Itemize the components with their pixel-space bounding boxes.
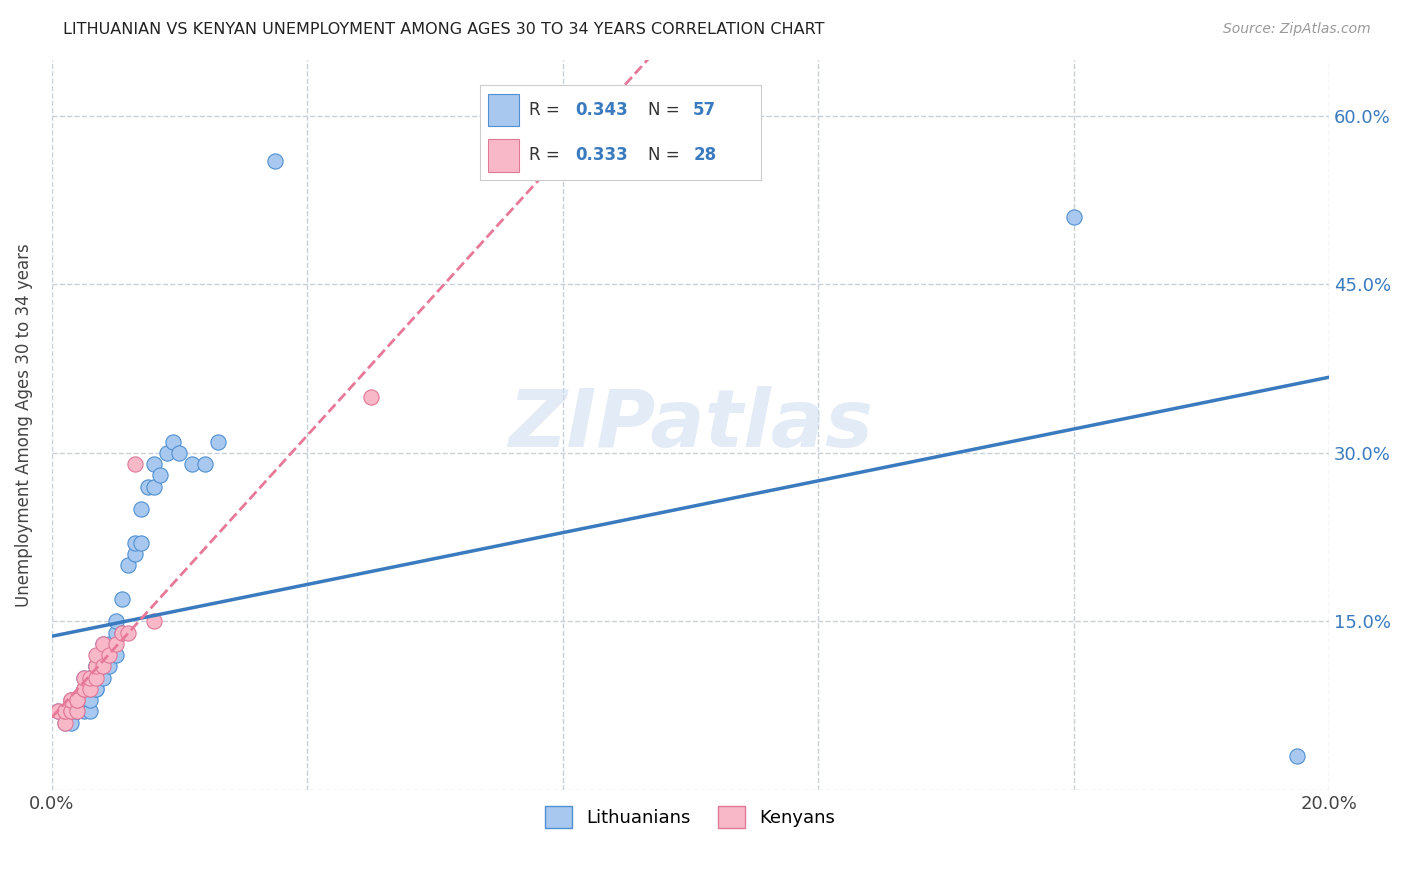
Point	[59, 693, 82, 707]
Point	[104, 637, 127, 651]
Point	[73, 681, 96, 696]
Point	[53, 704, 76, 718]
Point	[53, 715, 76, 730]
Point	[66, 693, 89, 707]
Point	[181, 457, 204, 471]
Point	[111, 591, 134, 606]
Text: ZIPatlas: ZIPatlas	[508, 385, 873, 464]
Point	[53, 704, 76, 718]
Point	[53, 704, 76, 718]
Point	[86, 681, 108, 696]
Point	[194, 457, 217, 471]
Point	[79, 671, 101, 685]
Point	[111, 625, 134, 640]
Point	[59, 693, 82, 707]
Text: LITHUANIAN VS KENYAN UNEMPLOYMENT AMONG AGES 30 TO 34 YEARS CORRELATION CHART: LITHUANIAN VS KENYAN UNEMPLOYMENT AMONG …	[63, 22, 825, 37]
Point	[59, 704, 82, 718]
Text: Source: ZipAtlas.com: Source: ZipAtlas.com	[1223, 22, 1371, 37]
Point	[66, 704, 89, 718]
Point	[66, 704, 89, 718]
Point	[59, 704, 82, 718]
Legend: Lithuanians, Kenyans: Lithuanians, Kenyans	[538, 799, 842, 836]
Point	[66, 693, 89, 707]
Point	[59, 704, 82, 718]
Point	[86, 659, 108, 673]
Point	[79, 704, 101, 718]
Point	[73, 704, 96, 718]
Point	[59, 704, 82, 718]
Point	[111, 625, 134, 640]
Point	[124, 547, 146, 561]
Point	[91, 637, 114, 651]
Point	[360, 390, 382, 404]
Point	[53, 704, 76, 718]
Point	[86, 671, 108, 685]
Point	[264, 153, 287, 168]
Point	[104, 625, 127, 640]
Point	[98, 659, 121, 673]
Point	[59, 693, 82, 707]
Point	[79, 693, 101, 707]
Point	[79, 671, 101, 685]
Point	[73, 671, 96, 685]
Point	[142, 615, 165, 629]
Point	[104, 615, 127, 629]
Point	[124, 535, 146, 549]
Point	[91, 659, 114, 673]
Point	[79, 681, 101, 696]
Point	[162, 434, 184, 449]
Point	[117, 625, 139, 640]
Point	[104, 648, 127, 662]
Point	[66, 693, 89, 707]
Point	[124, 457, 146, 471]
Point	[86, 659, 108, 673]
Point	[91, 659, 114, 673]
Point	[1286, 749, 1309, 764]
Point	[142, 479, 165, 493]
Point	[86, 659, 108, 673]
Y-axis label: Unemployment Among Ages 30 to 34 years: Unemployment Among Ages 30 to 34 years	[15, 243, 32, 607]
Point	[86, 681, 108, 696]
Point	[117, 558, 139, 573]
Point	[59, 715, 82, 730]
Point	[79, 671, 101, 685]
Point	[73, 693, 96, 707]
Point	[1063, 210, 1085, 224]
Point	[46, 704, 69, 718]
Point	[86, 648, 108, 662]
Point	[136, 479, 159, 493]
Point	[129, 535, 152, 549]
Point	[46, 704, 69, 718]
Point	[73, 681, 96, 696]
Point	[79, 681, 101, 696]
Point	[91, 637, 114, 651]
Point	[53, 715, 76, 730]
Point	[73, 681, 96, 696]
Point	[66, 693, 89, 707]
Point	[142, 457, 165, 471]
Point	[86, 671, 108, 685]
Point	[169, 446, 191, 460]
Point	[98, 637, 121, 651]
Point	[129, 502, 152, 516]
Point	[91, 671, 114, 685]
Point	[66, 704, 89, 718]
Point	[73, 693, 96, 707]
Point	[98, 648, 121, 662]
Point	[66, 704, 89, 718]
Point	[149, 468, 172, 483]
Point	[98, 648, 121, 662]
Point	[156, 446, 179, 460]
Point	[207, 434, 229, 449]
Point	[73, 671, 96, 685]
